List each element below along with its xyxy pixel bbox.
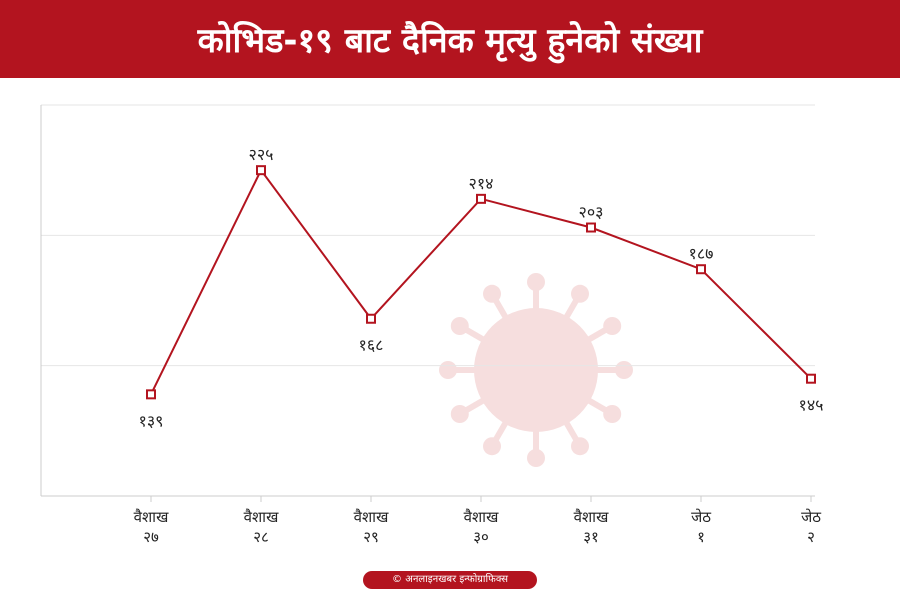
data-label: १४५ [799,396,824,415]
data-point [476,193,486,204]
x-tick-label: वैशाख २८ [244,508,279,546]
x-tick-label: जेठ १ [691,508,711,546]
data-label: २१४ [469,174,494,193]
data-label: १३९ [139,411,164,430]
data-label: १६८ [359,336,384,355]
x-tick-label: जेठ २ [801,508,821,546]
footer-credit: © अनलाइनखबर इन्फोग्राफिक्स [363,571,537,589]
virus-watermark-icon [439,273,633,467]
data-point [696,264,706,275]
x-tick-label: वैशाख ३१ [574,508,609,546]
data-point [256,165,266,176]
data-point [586,222,596,233]
chart-series [146,165,816,400]
header-banner: कोभिड-१९ बाट दैनिक मृत्यु हुनेको संख्या [0,0,900,78]
data-label: २२५ [249,145,274,164]
x-axis-tick-labels: वैशाख २७ वैशाख २८ वैशाख २९ वैशाख ३० वैशाख ३१ जेठ १ ज… [134,508,822,546]
chart-axes [40,105,815,502]
x-tick-label: वैशाख २९ [354,508,389,546]
data-point [806,373,816,384]
data-label: २०३ [579,203,604,222]
chart-value-labels: १३९ २२५ १६८ २१४ २०३ १८७ १४५ [139,145,824,430]
data-label: १८७ [689,244,714,263]
chart-title: कोभिड-१९ बाट दैनिक मृत्यु हुनेको संख्या [197,21,703,61]
x-tick-label: वैशाख ३० [464,508,499,546]
chart-grid [41,104,815,367]
data-point [366,313,376,324]
x-tick-label: वैशाख २७ [134,508,169,546]
data-point [146,389,156,400]
